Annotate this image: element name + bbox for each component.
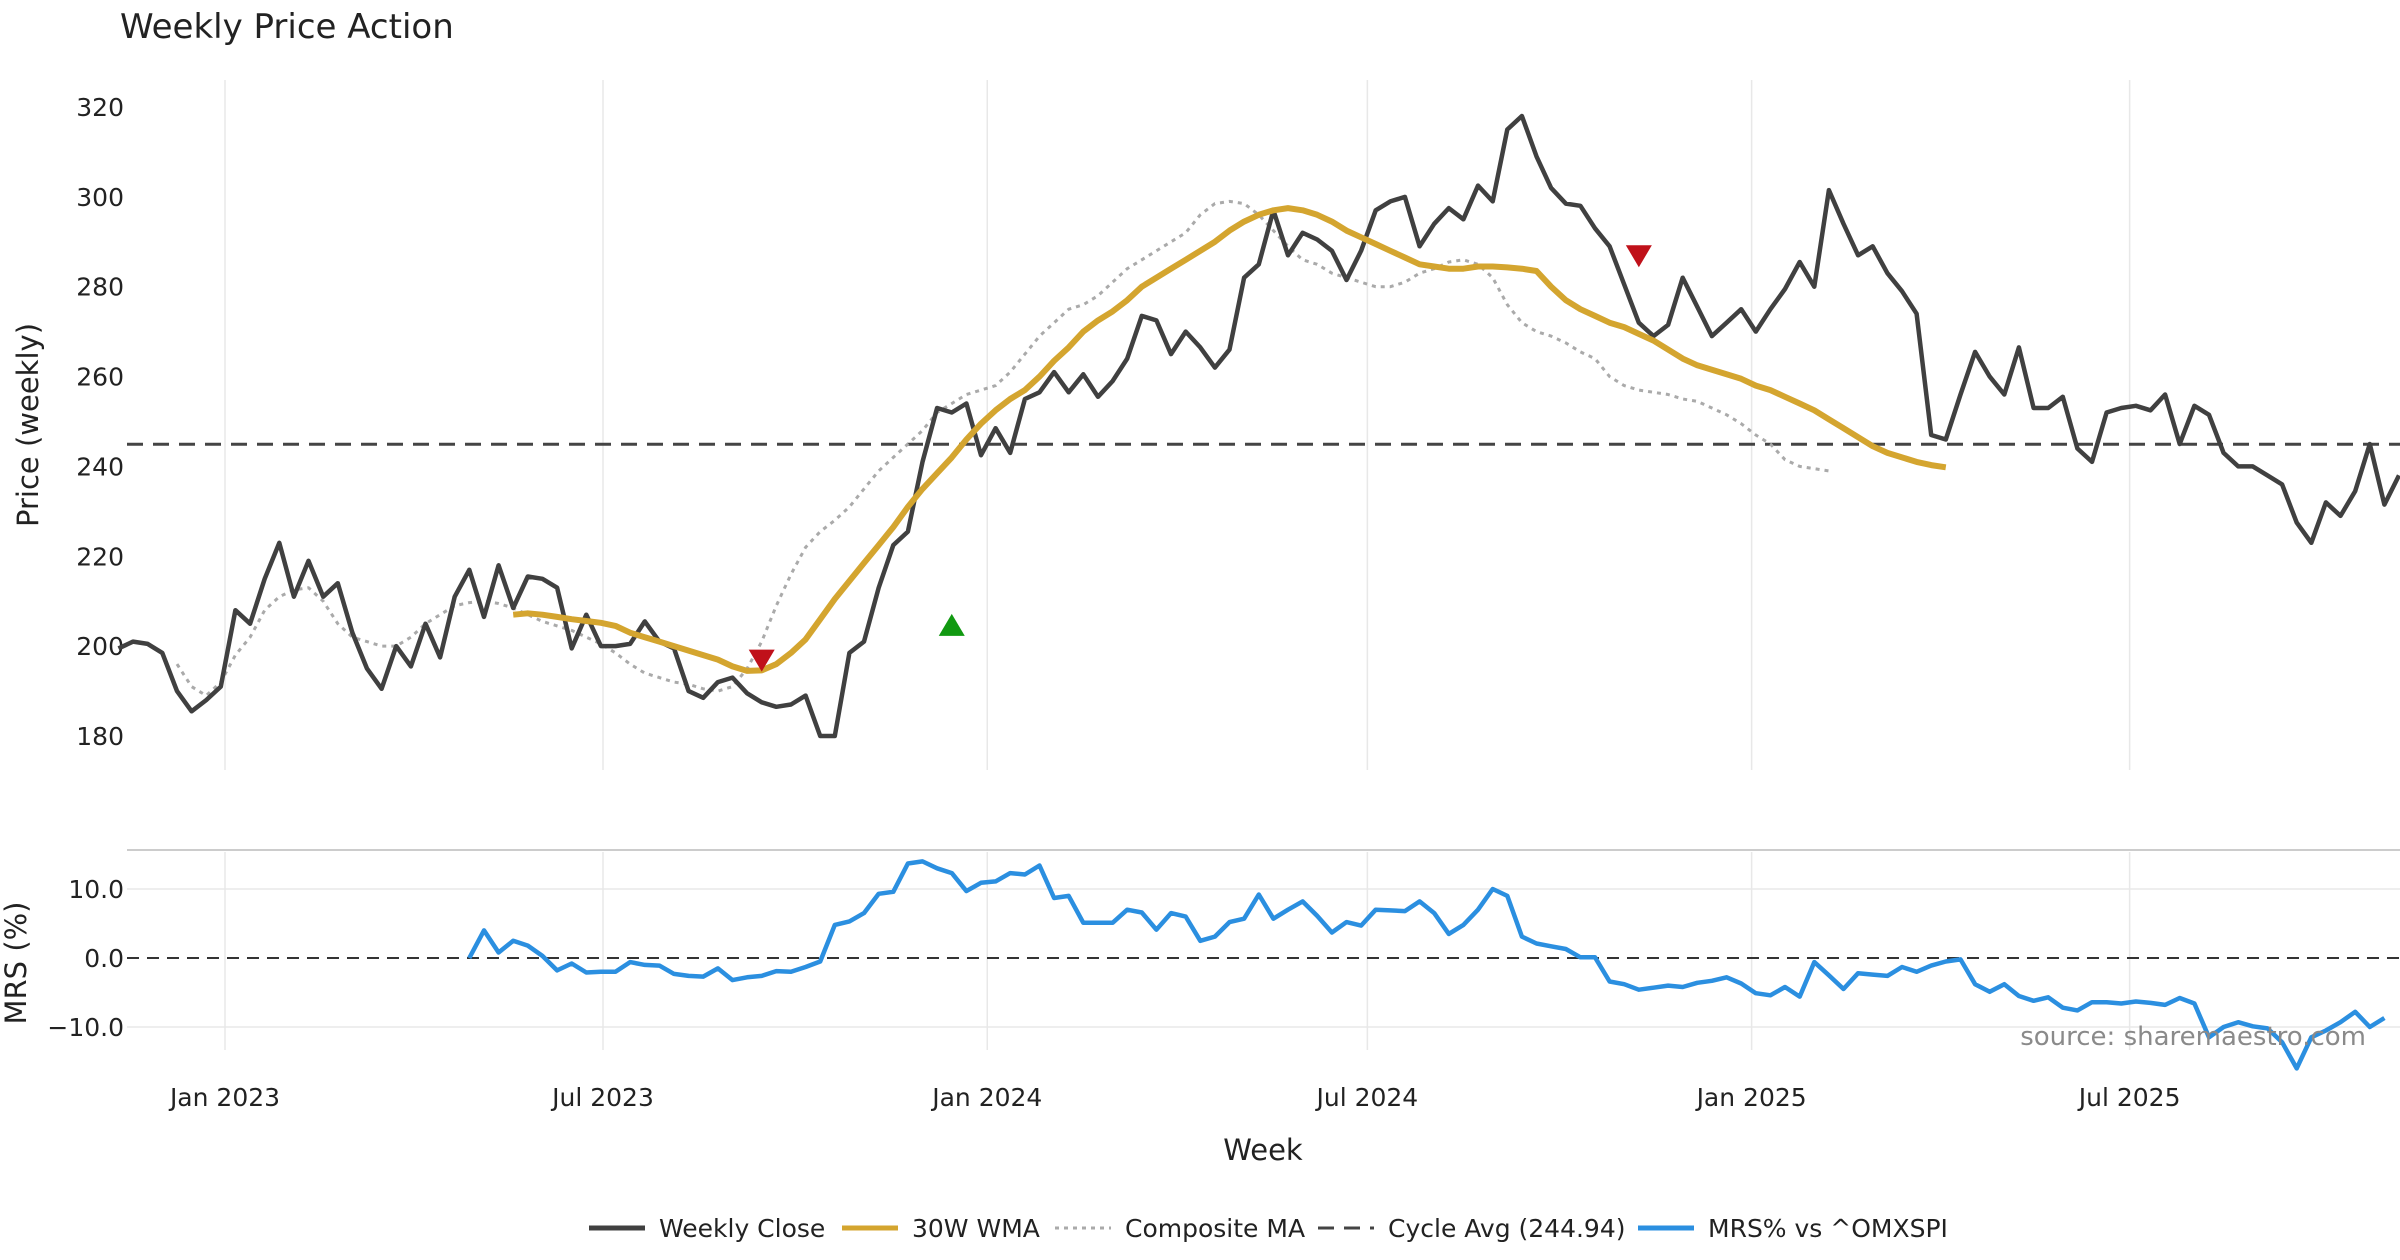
sell-signal-marker-2	[1625, 245, 1652, 268]
price-y-tick-label: 200	[76, 632, 124, 661]
mrs-y-axis-title: MRS (%)	[0, 902, 33, 1025]
chart-title: Weekly Price Action	[120, 7, 454, 47]
mrs-y-tick-label: 0.0	[84, 944, 124, 973]
x-axis-title: Week	[1223, 1133, 1303, 1167]
legend-label: MRS% vs ^OMXSPI	[1708, 1214, 1948, 1243]
mrs-line	[467, 859, 2386, 1071]
x-tick-label: Jul 2024	[1314, 1083, 1418, 1112]
price-y-tick-label: 180	[76, 722, 124, 751]
x-tick-label: Jul 2023	[550, 1083, 654, 1112]
price-y-tick-label: 300	[76, 183, 124, 212]
price-y-axis-title: Price (weekly)	[11, 323, 45, 527]
sell-signal-marker-0	[748, 649, 775, 672]
composite-ma-line	[175, 199, 1830, 698]
legend-label: Cycle Avg (244.94)	[1388, 1214, 1626, 1243]
buy-signal-marker-1	[938, 613, 965, 636]
mrs-y-tick-label: −10.0	[47, 1013, 124, 1042]
legend-label: Composite MA	[1125, 1214, 1305, 1243]
mrs-y-tick-label: 10.0	[68, 875, 124, 904]
legend-label: 30W WMA	[912, 1214, 1040, 1243]
signal-markers	[748, 245, 1652, 672]
x-tick-label: Jan 2024	[930, 1083, 1042, 1112]
wma-30w-line	[512, 205, 1947, 674]
price-series	[117, 113, 2400, 739]
x-tick-label: Jan 2025	[1695, 1083, 1807, 1112]
price-y-tick-label: 280	[76, 273, 124, 302]
weekly-close-line	[117, 113, 2400, 739]
x-axis-ticks: Jan 2023 Jul 2023 Jan 2024 Jul 2024 Jan 2025…	[168, 1083, 2181, 1112]
legend: Weekly Close 30W WMA Composite MA Cycle Avg…	[589, 1214, 1948, 1243]
price-y-ticks: 180 200 220 240 260 280 300 320	[76, 93, 124, 751]
x-tick-label: Jul 2025	[2077, 1083, 2181, 1112]
x-tick-label: Jan 2023	[168, 1083, 280, 1112]
price-y-tick-label: 220	[76, 542, 124, 571]
source-label: source: sharemaestro.com	[2020, 1022, 2366, 1052]
mrs-y-ticks: 10.0 0.0 −10.0	[47, 875, 124, 1042]
price-y-tick-label: 320	[76, 93, 124, 122]
price-y-tick-label: 240	[76, 452, 124, 481]
legend-label: Weekly Close	[659, 1214, 825, 1243]
price-y-tick-label: 260	[76, 363, 124, 392]
mrs-gridlines	[127, 852, 2400, 1050]
mrs-series	[127, 859, 2400, 1071]
